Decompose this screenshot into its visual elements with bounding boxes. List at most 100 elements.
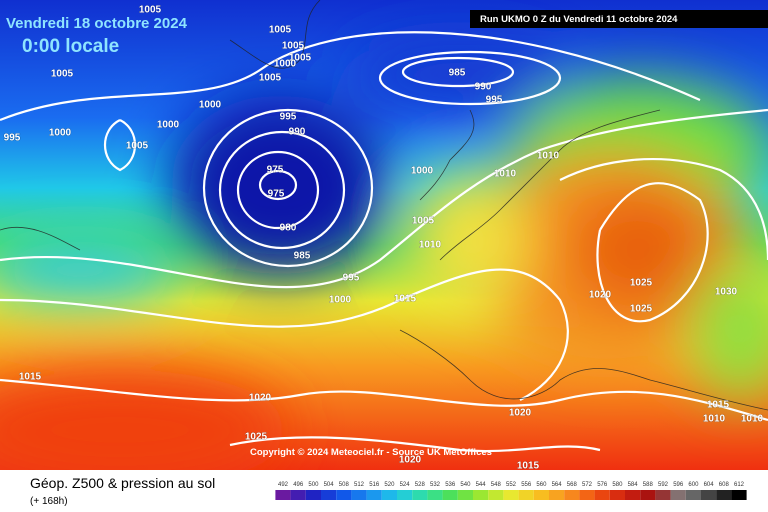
scale-label: 608	[719, 482, 730, 488]
scale-label: 556	[521, 482, 532, 488]
scale-swatch	[427, 490, 443, 500]
scale-label: 536	[445, 482, 456, 488]
scale-swatch	[716, 490, 732, 500]
scale-swatch	[685, 490, 701, 500]
scale-label: 524	[400, 482, 411, 488]
isobar-label: 1005	[289, 53, 312, 64]
run-label: Run UKMO 0 Z du Vendredi 11 octobre 2024	[480, 14, 678, 25]
isobar-label: 1015	[19, 372, 42, 383]
scale-label: 576	[597, 482, 608, 488]
isobar-label: 990	[475, 82, 492, 93]
isobar-label: 1005	[282, 41, 305, 52]
scale-label: 504	[324, 482, 335, 488]
isobar-label: 995	[343, 273, 360, 284]
isobar-label: 1015	[517, 461, 540, 472]
isobar-label: 1005	[126, 141, 149, 152]
footer-lead: (+ 168h)	[30, 496, 68, 507]
scale-swatch	[351, 490, 367, 500]
scale-swatch	[290, 490, 306, 500]
scale-label: 508	[339, 482, 350, 488]
scale-swatch	[321, 490, 337, 500]
isobar-label: 990	[289, 127, 306, 138]
isobar-label: 1005	[259, 73, 282, 84]
scale-label: 588	[643, 482, 654, 488]
isobar-label: 1000	[411, 166, 434, 177]
scale-swatch	[473, 490, 489, 500]
scale-swatch	[731, 490, 747, 500]
scale-label: 600	[688, 482, 699, 488]
scale-label: 584	[628, 482, 639, 488]
scale-swatch	[488, 490, 504, 500]
scale-label: 528	[415, 482, 426, 488]
scale-label: 512	[354, 482, 365, 488]
scale-label: 500	[308, 482, 319, 488]
isobar-label: 1015	[394, 294, 417, 305]
scale-swatch	[625, 490, 641, 500]
isobar-label: 1000	[157, 120, 180, 131]
isobar-labels: 1005100510051005100010051005100010001000…	[3, 4, 764, 472]
map-field	[0, 0, 768, 490]
isobar-label: 1005	[51, 69, 74, 80]
scale-swatch	[412, 490, 428, 500]
scale-swatch	[594, 490, 610, 500]
isobar-label: 1020	[509, 408, 532, 419]
isobar-label: 1005	[139, 5, 162, 16]
isobar-label: 1000	[329, 295, 352, 306]
scale-label: 540	[460, 482, 471, 488]
scale-label: 572	[582, 482, 593, 488]
scale-label: 612	[734, 482, 745, 488]
isobar-label: 1010	[741, 414, 764, 425]
isobar-label: 1005	[269, 25, 292, 36]
isobar-label: 1010	[537, 151, 560, 162]
run-banner	[470, 10, 768, 28]
scale-swatch	[366, 490, 382, 500]
scale-label: 564	[552, 482, 563, 488]
scale-label: 568	[567, 482, 578, 488]
scale-swatch	[397, 490, 413, 500]
isobar-label: 1010	[703, 414, 726, 425]
scale-swatch	[305, 490, 321, 500]
isobar-label: 1020	[589, 290, 612, 301]
isobar-label: 995	[4, 133, 21, 144]
scale-swatch	[457, 490, 473, 500]
isobar-label: 995	[486, 95, 503, 106]
scale-swatch	[518, 490, 534, 500]
isobar-label: 1000	[199, 100, 222, 111]
isobar-label: 975	[268, 189, 285, 200]
scale-label: 592	[658, 482, 669, 488]
isobar-label: 1000	[274, 59, 297, 70]
isobar-label: 985	[294, 251, 311, 262]
scale-swatch	[579, 490, 595, 500]
scale-label: 496	[293, 482, 304, 488]
isobar-label: 1025	[245, 432, 268, 443]
isobar-label: 1025	[630, 278, 653, 289]
color-scale: 492 496 500 504 508 512 516 520 524 528 532 536 540 5…	[275, 482, 747, 500]
scale-label: 604	[704, 482, 715, 488]
scale-swatch	[549, 490, 565, 500]
isobar-label: 1000	[49, 128, 72, 139]
isobar-label: 1010	[494, 169, 517, 180]
scale-label: 516	[369, 482, 380, 488]
isobar-label: 1030	[715, 287, 738, 298]
scale-swatch	[564, 490, 580, 500]
scale-swatch	[655, 490, 671, 500]
scale-swatch	[381, 490, 397, 500]
scale-swatch	[609, 490, 625, 500]
isobar-label: 980	[280, 223, 297, 234]
scale-label: 596	[673, 482, 684, 488]
isobar-label: 1025	[630, 304, 653, 315]
scale-label: 532	[430, 482, 441, 488]
scale-label: 492	[278, 482, 289, 488]
isobar-label: 1020	[399, 455, 422, 466]
scale-label: 560	[536, 482, 547, 488]
scale-swatch	[275, 490, 291, 500]
scale-swatch	[336, 490, 352, 500]
valid-date: Vendredi 18 octobre 2024	[6, 15, 188, 32]
scale-label: 580	[612, 482, 623, 488]
scale-swatch	[442, 490, 458, 500]
isobar-label: 995	[280, 112, 297, 123]
local-time: 0:00 locale	[22, 36, 119, 57]
scale-swatch	[701, 490, 717, 500]
isobar-label: 1005	[412, 216, 435, 227]
